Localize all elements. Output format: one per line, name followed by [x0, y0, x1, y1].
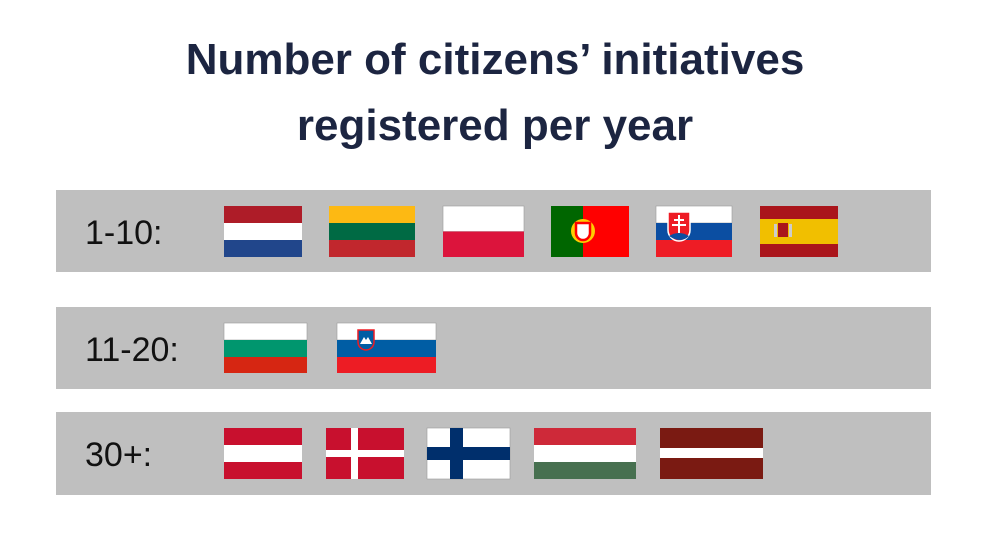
flag-part — [357, 329, 375, 351]
flag-part — [760, 206, 838, 219]
flag-part — [224, 428, 302, 445]
flag-part — [443, 231, 524, 257]
flag-part — [224, 445, 302, 462]
flag-part — [534, 445, 636, 462]
flag-pl — [442, 205, 525, 257]
flag-part — [574, 221, 592, 242]
flag-part — [223, 322, 308, 341]
flag-hu — [534, 428, 636, 479]
flag-part — [326, 450, 404, 457]
flag-bg — [223, 322, 308, 373]
flag-part — [534, 462, 636, 479]
flag-part — [224, 462, 302, 479]
flag-part — [669, 233, 689, 240]
flag-part — [224, 206, 302, 223]
flag-sk — [655, 205, 733, 257]
flag-part — [329, 240, 415, 257]
flag-part — [224, 223, 302, 240]
flag-part — [329, 223, 415, 240]
row-label: 30+: — [85, 436, 152, 474]
flag-part — [337, 340, 436, 357]
flag-nl — [224, 206, 302, 257]
flag-part — [534, 428, 636, 445]
flag-at — [224, 428, 302, 479]
title-line: Number of citizens’ initiatives — [186, 35, 805, 84]
flag-part — [224, 357, 307, 373]
flag-part — [774, 224, 777, 237]
row-label: 11-20: — [85, 331, 179, 369]
flag-part — [224, 340, 307, 357]
flag-part — [427, 447, 510, 460]
flag-part — [760, 219, 838, 244]
flag-part — [336, 322, 437, 341]
flag-part — [789, 224, 792, 237]
flag-si — [336, 322, 437, 373]
flag-part — [337, 357, 436, 373]
flag-fi — [426, 427, 511, 480]
flag-part — [778, 223, 788, 237]
flag-part — [656, 240, 732, 257]
flag-part — [660, 448, 763, 458]
flag-part — [672, 215, 686, 233]
flag-dk — [326, 428, 404, 479]
flag-part — [329, 206, 415, 223]
flag-part — [224, 240, 302, 257]
title-line: registered per year — [297, 101, 693, 150]
flag-part — [360, 337, 372, 344]
flag-part — [442, 205, 525, 232]
flag-pt — [551, 206, 629, 257]
flag-es — [760, 206, 838, 257]
flag-part — [760, 244, 838, 257]
flag-lt — [329, 206, 415, 257]
flag-lv — [660, 428, 763, 479]
row-band — [56, 307, 931, 389]
row-label: 1-10: — [85, 214, 163, 252]
